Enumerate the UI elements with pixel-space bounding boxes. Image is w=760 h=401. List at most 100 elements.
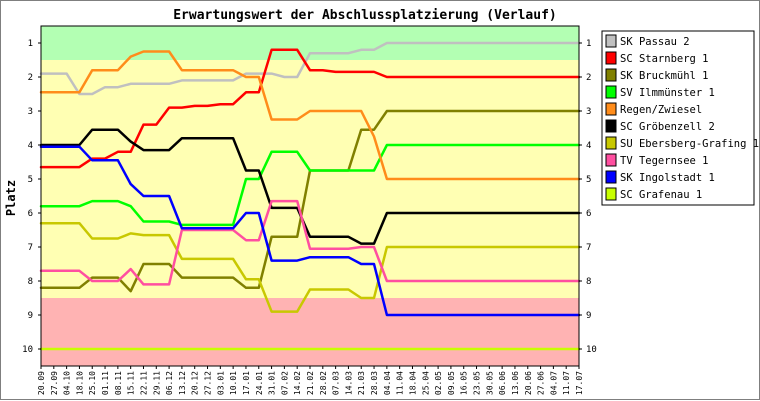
- x-tick-label: 20.12: [191, 371, 200, 395]
- legend-label: SC Starnberg 1: [620, 53, 709, 65]
- x-tick-label: 03.01: [216, 371, 225, 395]
- x-tick-label: 17.01: [242, 371, 251, 395]
- legend-label: SU Ebersberg-Grafing 1: [620, 138, 759, 150]
- legend-swatch: [605, 85, 617, 99]
- y-tick-label: 8: [28, 277, 33, 287]
- x-tick-label: 29.11: [152, 371, 161, 395]
- legend: SK Passau 2 SC Starnberg 1 SK Bruckmühl 1 S…: [601, 30, 759, 206]
- x-tick-label: 25.10: [88, 371, 97, 395]
- series-line-3: [39, 143, 581, 227]
- x-tick-label: 07.03: [332, 371, 341, 395]
- x-tick-label: 28.03: [370, 371, 379, 395]
- y-ticks-left: 1 2 3 4 5 6 7 8 9 10: [22, 39, 41, 355]
- legend-box: [601, 30, 755, 206]
- series-line-0: [39, 41, 581, 96]
- x-ticks: 20.09 27.09 04.10 18.10 25.10 01.11 08.11 15.11…: [37, 366, 584, 395]
- x-tick-label: 16.05: [460, 371, 469, 395]
- x-tick-label: 14.02: [293, 371, 302, 395]
- x-tick-label: 11.04: [396, 371, 405, 395]
- chart-title: Erwartungswert der Abschlussplatzierung …: [173, 8, 557, 23]
- x-tick-label: 04.10: [63, 371, 72, 395]
- y-tick-label: 6: [586, 209, 591, 219]
- y-tick-label: 7: [28, 243, 33, 253]
- x-tick-label: 11.07: [562, 371, 571, 395]
- y-tick-label: 9: [586, 311, 591, 321]
- x-tick-label: 04.07: [549, 371, 558, 395]
- y-axis-label: Platz: [4, 180, 18, 216]
- x-tick-label: 13.06: [511, 371, 520, 395]
- y-tick-label: 6: [28, 209, 33, 219]
- x-tick-label: 25.04: [421, 371, 430, 395]
- series-lines: [39, 41, 581, 351]
- y-tick-label: 8: [586, 277, 591, 287]
- x-tick-label: 20.09: [37, 371, 46, 395]
- x-tick-label: 04.04: [383, 371, 392, 395]
- x-tick-label: 20.06: [524, 371, 533, 395]
- y-tick-label: 2: [28, 73, 33, 83]
- x-tick-label: 06.06: [498, 371, 507, 395]
- x-tick-label: 15.11: [127, 371, 136, 395]
- band-2: [41, 298, 579, 366]
- y-tick-label: 1: [586, 39, 591, 49]
- legend-swatch: [605, 34, 617, 48]
- legend-label: SK Bruckmühl 1: [620, 70, 709, 82]
- legend-label: SK Passau 2: [620, 36, 690, 48]
- x-tick-label: 06.12: [165, 371, 174, 395]
- y-tick-label: 10: [586, 345, 597, 355]
- y-tick-label: 5: [28, 175, 33, 185]
- y-tick-label: 2: [586, 73, 591, 83]
- x-tick-label: 17.07: [575, 371, 584, 395]
- legend-swatch: [605, 187, 617, 201]
- legend-label: SK Ingolstadt 1: [620, 172, 715, 184]
- legend-label: SC Gröbenzell 2: [620, 121, 715, 133]
- x-tick-label: 23.05: [473, 371, 482, 395]
- legend-swatch: [605, 119, 617, 133]
- x-tick-label: 22.11: [140, 371, 149, 395]
- y-ticks-right: 1 2 3 4 5 6 7 8 9 10: [579, 39, 597, 355]
- y-tick-label: 3: [28, 107, 33, 117]
- x-tick-label: 09.05: [447, 371, 456, 395]
- y-tick-label: 3: [586, 107, 591, 117]
- series-line-6: [39, 221, 581, 313]
- x-tick-label: 18.04: [409, 371, 418, 395]
- x-tick-label: 31.01: [268, 371, 277, 395]
- x-tick-label: 02.05: [434, 371, 443, 395]
- x-tick-label: 27.09: [50, 371, 59, 395]
- x-tick-label: 07.02: [280, 371, 289, 395]
- legend-label: SV Ilmmünster 1: [620, 87, 715, 99]
- y-tick-label: 10: [22, 345, 33, 355]
- x-tick-label: 01.11: [101, 371, 110, 395]
- x-tick-label: 21.03: [357, 371, 366, 395]
- y-tick-label: 4: [28, 141, 33, 151]
- legend-label: SC Grafenau 1: [620, 189, 702, 201]
- x-tick-label: 24.01: [255, 371, 264, 395]
- legend-label: TV Tegernsee 1: [620, 155, 709, 167]
- legend-swatch: [605, 68, 617, 82]
- series-line-8: [39, 145, 581, 317]
- x-tick-label: 27.12: [204, 371, 213, 395]
- y-tick-label: 5: [586, 175, 591, 185]
- legend-label: Regen/Zwiesel: [620, 104, 702, 116]
- series-line-7: [39, 199, 581, 286]
- legend-swatch: [605, 51, 617, 65]
- x-tick-label: 18.10: [75, 371, 84, 395]
- legend-swatch: [605, 153, 617, 167]
- y-tick-label: 1: [28, 39, 33, 49]
- x-tick-label: 10.01: [229, 371, 238, 395]
- y-tick-label: 4: [586, 141, 591, 151]
- x-tick-label: 13.12: [178, 371, 187, 395]
- x-tick-label: 30.05: [485, 371, 494, 395]
- plot-border: [40, 25, 580, 367]
- series-line-1: [39, 48, 581, 169]
- y-tick-label: 7: [586, 243, 591, 253]
- x-tick-label: 27.06: [537, 371, 546, 395]
- x-tick-label: 21.02: [306, 371, 315, 395]
- legend-swatch: [605, 136, 617, 150]
- x-tick-label: 14.03: [344, 371, 353, 395]
- x-tick-label: 08.11: [114, 371, 123, 395]
- y-tick-label: 9: [28, 311, 33, 321]
- series-line-4: [39, 50, 581, 181]
- legend-swatch: [605, 102, 617, 116]
